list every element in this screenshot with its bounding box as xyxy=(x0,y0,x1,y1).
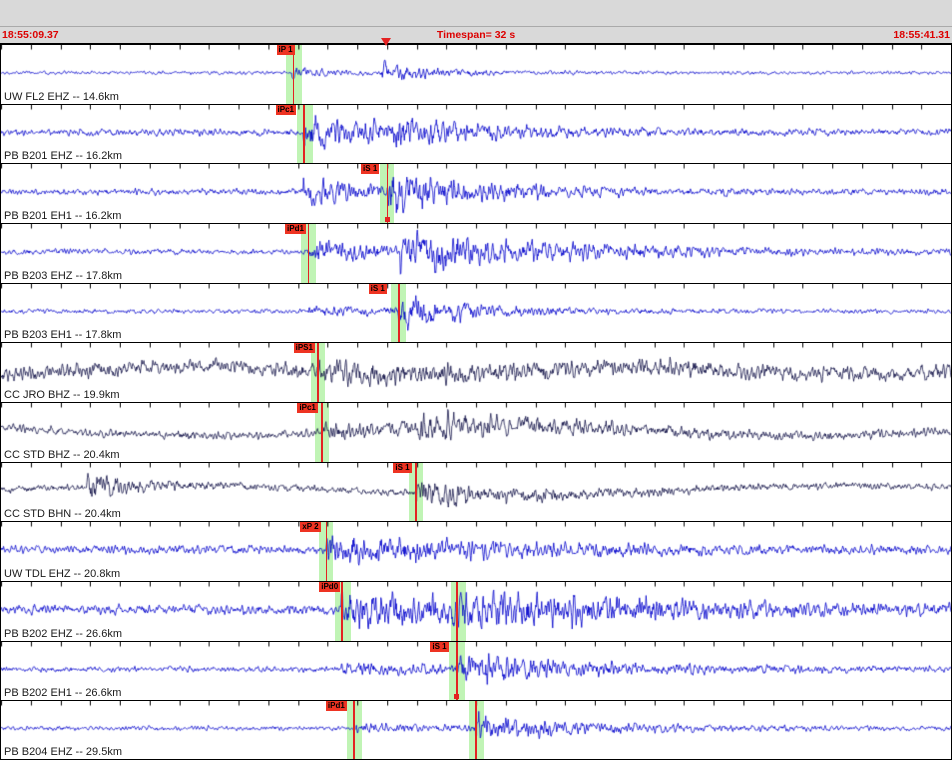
trace-label: PB B201 EHZ -- 16.2km xyxy=(4,150,122,163)
waveform-canvas[interactable] xyxy=(1,522,951,581)
trace-row: PB B203 EH1 -- 17.8km iS 1 xyxy=(1,282,951,343)
pick-end-square[interactable] xyxy=(454,694,460,700)
trace-label: PB B201 EH1 -- 16.2km xyxy=(4,210,122,222)
trace-label: PB B204 EHZ -- 29.5km xyxy=(4,746,122,758)
pick-flag[interactable]: iPc1 xyxy=(275,104,297,115)
trace-row: CC STD BHZ -- 20.4km iPc1 xyxy=(1,402,951,462)
pick-line[interactable] xyxy=(386,164,389,223)
pick-flag[interactable]: iS 1 xyxy=(368,283,387,294)
pick-flag[interactable]: iPc1 xyxy=(297,403,318,413)
pick-flag[interactable]: iS 1 xyxy=(430,641,449,652)
trace-row: PB B203 EHZ -- 17.8km iPd1 xyxy=(1,223,951,283)
trace-row: UW TDL EHZ -- 20.8km xP 2 xyxy=(1,521,951,581)
pick-line[interactable] xyxy=(307,224,310,283)
pick-flag[interactable]: iPd0 xyxy=(319,582,341,592)
trace-label: PB B202 EH1 -- 26.6km xyxy=(4,687,122,700)
pick-line[interactable] xyxy=(292,45,295,104)
window-start-time: 18:55:09.37 xyxy=(2,29,59,41)
waveform-canvas[interactable] xyxy=(1,45,951,104)
pick-line[interactable] xyxy=(317,343,319,402)
pick-line[interactable] xyxy=(321,403,323,462)
trace-label: CC STD BHZ -- 20.4km xyxy=(4,448,120,461)
pick-flag[interactable]: iS 1 xyxy=(361,164,380,175)
pick-line[interactable] xyxy=(325,522,328,581)
waveform-canvas[interactable] xyxy=(1,283,951,343)
pick-line[interactable] xyxy=(475,701,477,759)
waveform-canvas[interactable] xyxy=(1,104,951,164)
pick-end-square[interactable] xyxy=(384,217,390,222)
waveform-canvas[interactable] xyxy=(1,403,951,462)
pick-line[interactable] xyxy=(456,641,458,701)
trace-area: UW FL2 EHZ -- 14.6km iP 1 PB B201 EHZ --… xyxy=(0,44,952,760)
event-header: 61423212 UW 2018-09-26 18:55:16.01 46.29… xyxy=(0,0,952,27)
pick-line[interactable] xyxy=(353,701,355,759)
time-bar: 18:55:09.37 Timespan= 32 s 18:55:41.31 xyxy=(0,27,952,44)
trace-label: UW TDL EHZ -- 20.8km xyxy=(4,568,121,580)
waveform-canvas[interactable] xyxy=(1,164,951,223)
trace-row: PB B204 EHZ -- 29.5km iPd1 xyxy=(1,700,951,760)
trace-label: CC JRO BHZ -- 19.9km xyxy=(4,389,120,401)
trace-row: PB B201 EHZ -- 16.2km iPc1 xyxy=(1,103,951,164)
time-cursor-triangle[interactable] xyxy=(380,38,391,46)
waveform-canvas[interactable] xyxy=(1,343,951,402)
pick-flag[interactable]: iS 1 xyxy=(393,462,412,473)
pick-flag[interactable]: xP 2 xyxy=(300,522,321,533)
waveform-canvas[interactable] xyxy=(1,641,951,701)
trace-row: PB B201 EH1 -- 16.2km iS 1 xyxy=(1,163,951,223)
trace-row: UW FL2 EHZ -- 14.6km iP 1 xyxy=(1,44,951,104)
pick-line[interactable] xyxy=(415,462,417,522)
pick-flag[interactable]: iP 1 xyxy=(276,45,295,55)
pick-line[interactable] xyxy=(456,582,458,641)
pick-line[interactable] xyxy=(341,582,343,641)
pick-flag[interactable]: iPd1 xyxy=(325,701,347,712)
trace-label: CC STD BHN -- 20.4km xyxy=(4,508,121,521)
trace-row: CC JRO BHZ -- 19.9km iPS1 xyxy=(1,342,951,402)
waveform-canvas[interactable] xyxy=(1,462,951,522)
trace-label: UW FL2 EHZ -- 14.6km xyxy=(4,90,119,103)
timespan-label: Timespan= 32 s xyxy=(436,29,516,41)
trace-label: PB B203 EHZ -- 17.8km xyxy=(4,269,122,282)
pick-flag[interactable]: iPd1 xyxy=(285,224,306,234)
trace-label: PB B203 EH1 -- 17.8km xyxy=(4,329,122,342)
trace-row: PB B202 EHZ -- 26.6km iPd0 xyxy=(1,581,951,641)
pick-line[interactable] xyxy=(398,283,400,343)
pick-line[interactable] xyxy=(303,104,305,164)
trace-row: PB B202 EH1 -- 26.6km iS 1 xyxy=(1,640,951,701)
trace-label: PB B202 EHZ -- 26.6km xyxy=(4,627,122,640)
window-end-time: 18:55:41.31 xyxy=(893,29,950,41)
trace-row: CC STD BHN -- 20.4km iS 1 xyxy=(1,461,951,522)
waveform-canvas[interactable] xyxy=(1,224,951,283)
waveform-canvas[interactable] xyxy=(1,582,951,641)
pick-flag[interactable]: iPS1 xyxy=(293,343,315,354)
